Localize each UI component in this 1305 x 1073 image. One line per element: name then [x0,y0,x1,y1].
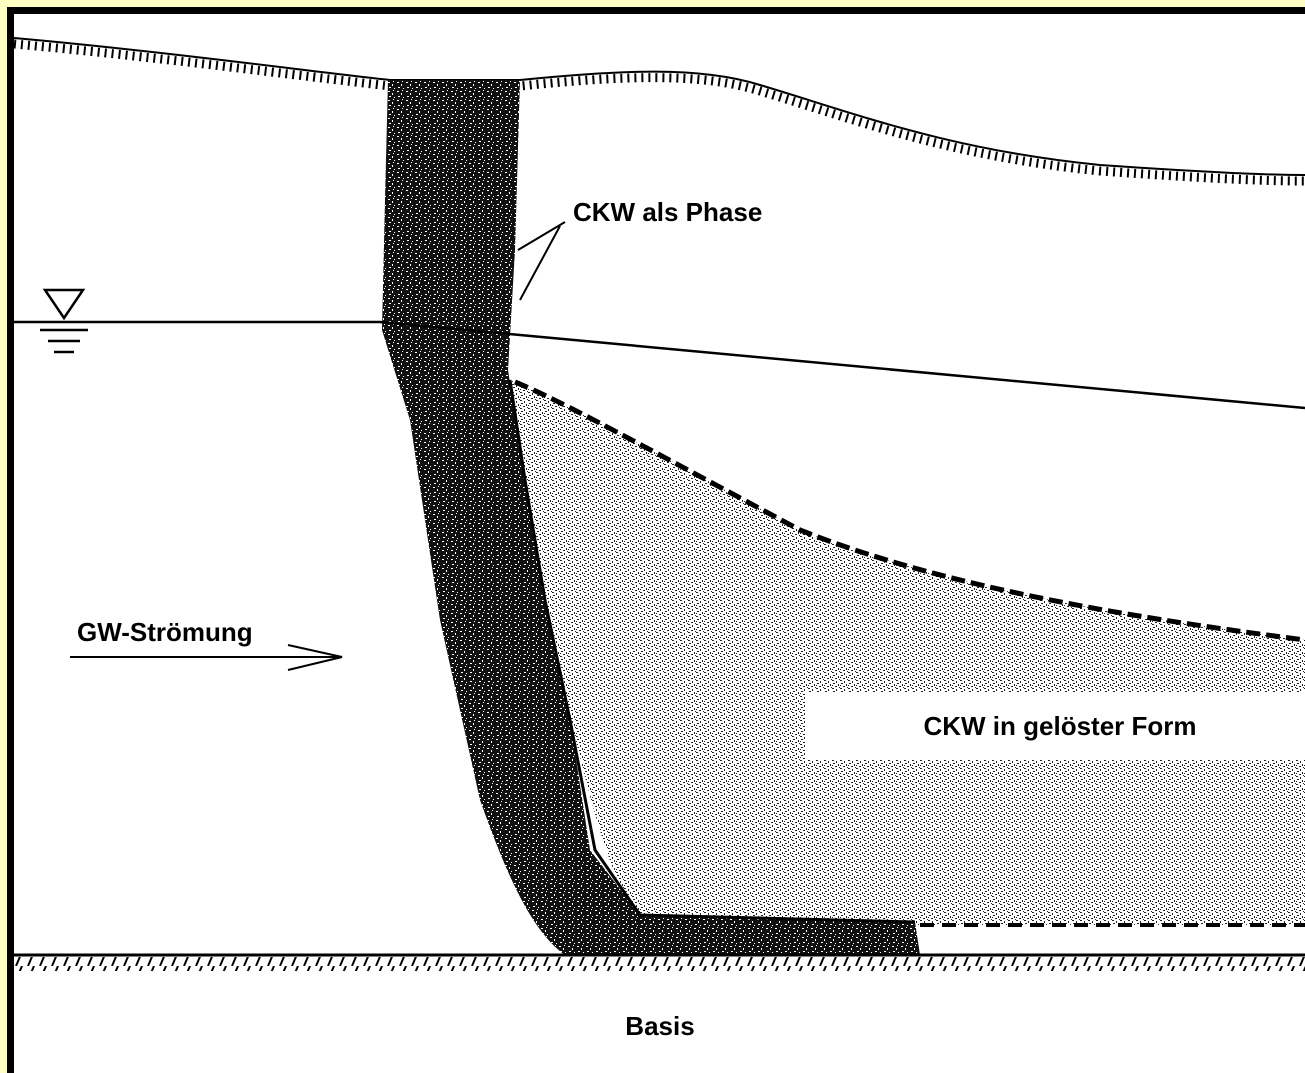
flow-label: GW-Strömung [77,617,253,647]
base-hatch [14,957,1305,971]
phase-column [382,80,920,955]
dissolved-plume [510,380,1305,925]
ground-hatch [13,39,1305,186]
label-box [805,692,1305,760]
water-symbol [42,288,86,321]
plume-boundary [514,379,1305,643]
flow-arrowhead [287,644,343,671]
water-table [14,320,1305,410]
leader-line [517,221,566,251]
leader-line [519,225,561,301]
ground-surface [13,37,1305,176]
dissolved-label: CKW in gelöster Form [923,711,1196,741]
phase-label: CKW als Phase [573,197,762,227]
phase-edge [508,379,916,924]
base-label: Basis [625,1011,694,1041]
